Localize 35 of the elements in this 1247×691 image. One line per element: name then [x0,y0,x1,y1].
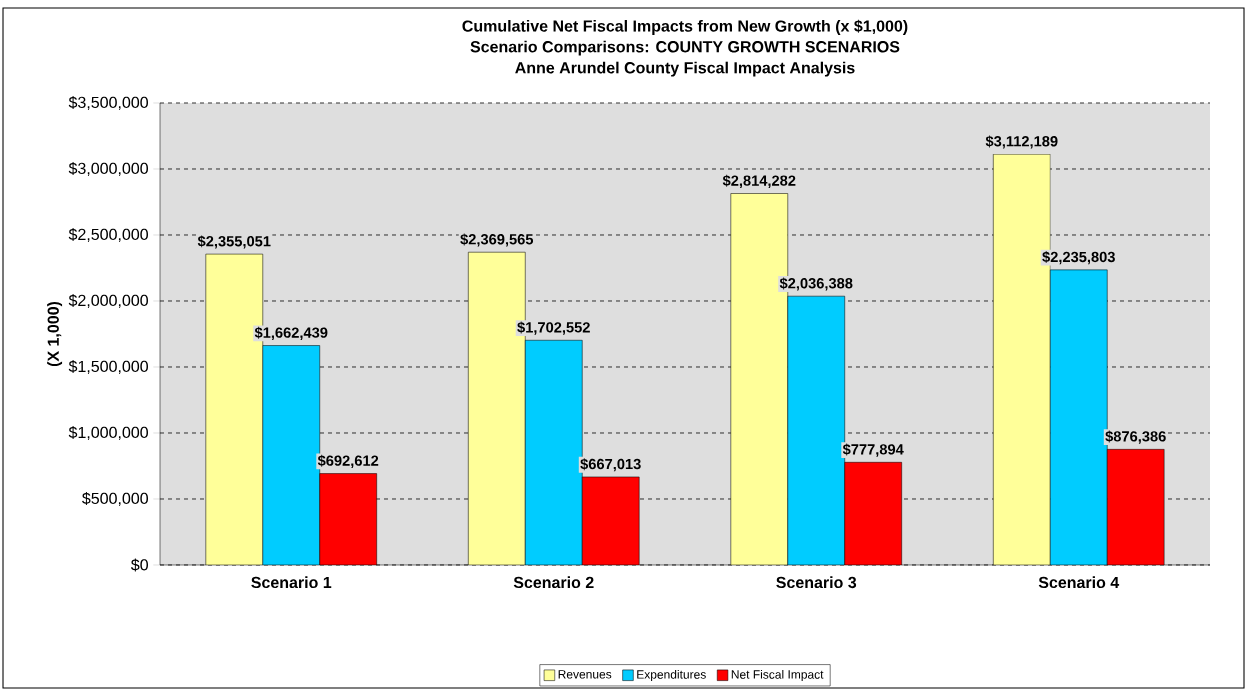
x-tick-label: Scenario 3 [776,576,857,589]
chart-subtitle: Scenario Comparisons: COUNTY GROWTH SCENARIOS [470,40,900,56]
bar [319,473,377,565]
y-tick-label: $1,500,000 [68,360,148,374]
y-tick-label: $1,000,000 [68,426,148,440]
data-label: $1,702,552 [517,321,590,335]
data-label: $2,355,051 [197,235,271,249]
data-label: $777,894 [842,443,904,457]
chart-title: Cumulative Net Fiscal Impacts from New Growth (x $1,000) [462,19,908,35]
y-tick-label: $0 [131,558,149,572]
legend-label: Revenues [558,670,612,679]
y-axis-title: (X 1,000) [47,301,63,367]
data-label: $2,814,282 [722,174,796,188]
y-tick-label: $500,000 [82,492,148,506]
bar [1106,449,1165,565]
y-tick-label: $3,000,000 [68,162,148,176]
x-tick-label: Scenario 1 [251,576,332,589]
data-label: $2,235,803 [1042,251,1115,265]
data-label: $2,369,565 [460,233,534,247]
data-label: $692,612 [317,454,379,468]
bar [844,462,902,565]
legend-label: Expenditures [637,669,706,682]
y-tick-label: $3,500,000 [68,96,148,110]
bar [582,476,640,565]
x-tick-label: Scenario 2 [513,576,594,589]
data-label: $2,036,388 [779,277,853,291]
data-label: $3,112,189 [985,135,1058,149]
data-label: $876,386 [1105,430,1166,444]
x-tick-label: Scenario 4 [1038,576,1120,589]
data-label: $1,662,439 [254,326,328,340]
data-label: $667,013 [580,458,641,472]
text: Anne Arundel County Fiscal Impact Analysis [515,61,855,77]
y-tick-label: $2,000,000 [68,294,148,308]
legend-label: Net Fiscal Impact [731,669,824,682]
y-tick-label: $2,500,000 [68,228,148,242]
